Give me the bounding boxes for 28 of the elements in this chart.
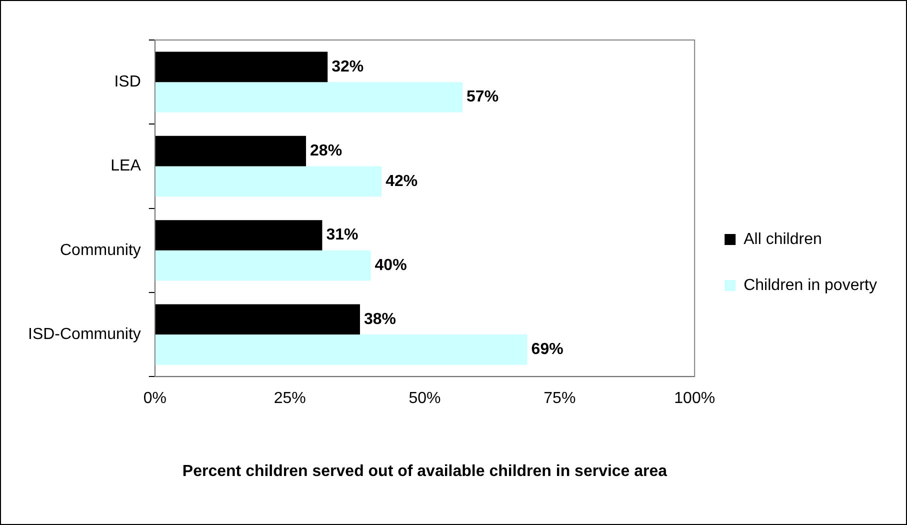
bar — [154, 82, 463, 112]
bar — [154, 334, 528, 365]
bar — [154, 52, 328, 82]
y-tick-label: ISD-Community — [28, 326, 141, 343]
bar — [154, 304, 360, 335]
data-label: 38% — [364, 310, 396, 328]
data-label: 69% — [531, 341, 564, 358]
x-axis-title: Percent children served out of available children in service area — [182, 462, 668, 480]
data-label: 40% — [374, 256, 407, 274]
legend-label: All children — [744, 230, 822, 248]
bar — [154, 220, 322, 250]
data-label: 28% — [310, 142, 342, 160]
data-label: 32% — [332, 58, 364, 76]
y-tick-label: LEA — [110, 158, 142, 175]
bar — [154, 250, 371, 281]
y-tick-label: Community — [60, 242, 141, 259]
data-label: 57% — [466, 88, 499, 106]
x-tick-label: 0% — [143, 390, 166, 408]
bar — [154, 136, 306, 166]
bar — [154, 166, 382, 197]
data-label: 42% — [386, 172, 418, 190]
legend-label: Children in poverty — [744, 276, 878, 294]
x-tick-label: 75% — [544, 390, 576, 408]
x-tick-label: 25% — [274, 390, 306, 408]
y-tick-label: ISD — [114, 73, 141, 90]
x-tick-label: 100% — [674, 390, 716, 408]
data-label: 31% — [326, 226, 358, 244]
x-tick-label: 50% — [408, 390, 441, 408]
